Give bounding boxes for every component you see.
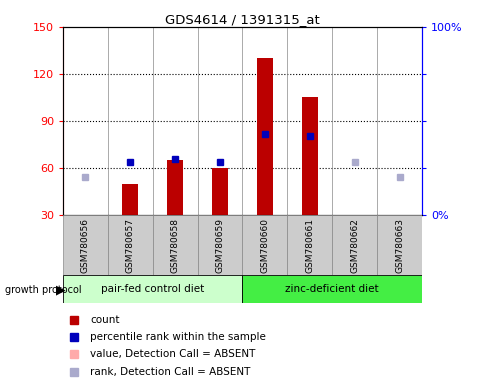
Bar [122, 184, 138, 215]
Title: GDS4614 / 1391315_at: GDS4614 / 1391315_at [165, 13, 319, 26]
Bar [257, 58, 272, 215]
Bar [287, 215, 332, 275]
Text: percentile rank within the sample: percentile rank within the sample [90, 332, 266, 342]
Bar [212, 168, 227, 215]
Text: ▶: ▶ [56, 283, 65, 296]
Text: count: count [90, 314, 120, 325]
Bar [242, 215, 287, 275]
Bar [242, 275, 421, 303]
Text: value, Detection Call = ABSENT: value, Detection Call = ABSENT [90, 349, 255, 359]
Text: growth protocol: growth protocol [5, 285, 81, 295]
Bar [302, 98, 317, 215]
Text: GSM780660: GSM780660 [260, 218, 269, 273]
Bar [63, 215, 107, 275]
Bar [332, 215, 376, 275]
Bar [376, 215, 421, 275]
Text: GSM780663: GSM780663 [394, 218, 403, 273]
Bar [167, 160, 182, 215]
Bar [152, 215, 197, 275]
Text: GSM780657: GSM780657 [125, 218, 135, 273]
Text: GSM780658: GSM780658 [170, 218, 180, 273]
Bar [391, 215, 407, 254]
Text: rank, Detection Call = ABSENT: rank, Detection Call = ABSENT [90, 366, 250, 377]
Text: zinc-deficient diet: zinc-deficient diet [285, 284, 378, 294]
Bar [107, 215, 152, 275]
Text: pair-fed control diet: pair-fed control diet [101, 284, 204, 294]
Text: GSM780659: GSM780659 [215, 218, 224, 273]
Text: GSM780661: GSM780661 [304, 218, 314, 273]
Text: GSM780656: GSM780656 [81, 218, 90, 273]
Bar [63, 275, 242, 303]
Text: GSM780662: GSM780662 [349, 218, 359, 273]
Bar [197, 215, 242, 275]
